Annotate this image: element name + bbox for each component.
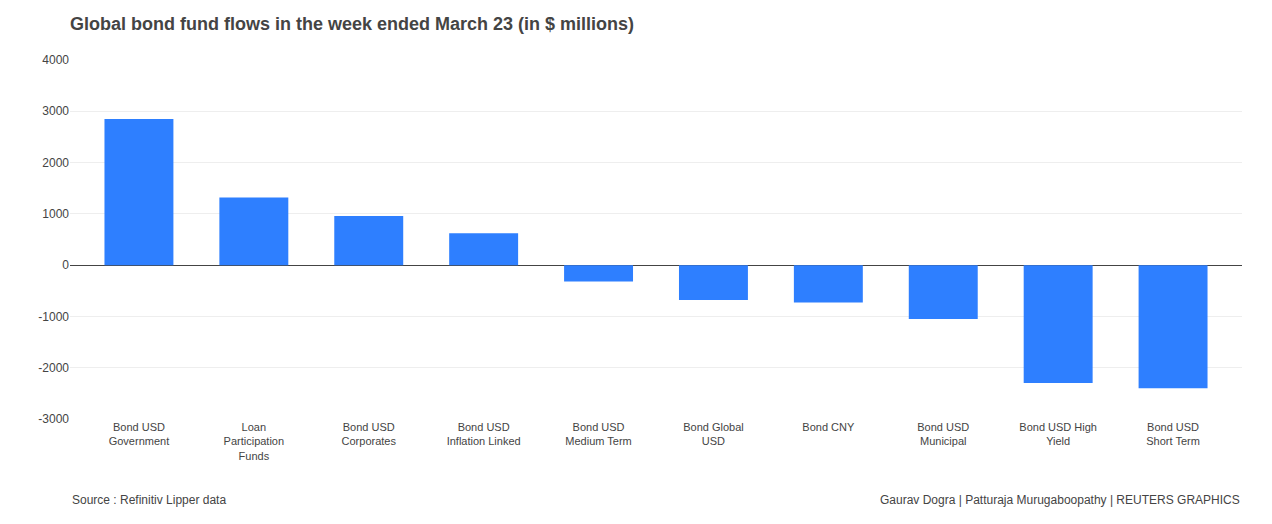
svg-text:Bond USDCorporates: Bond USDCorporates xyxy=(342,421,397,447)
svg-text:Bond USDMedium Term: Bond USDMedium Term xyxy=(565,421,631,447)
svg-text:0: 0 xyxy=(62,258,69,272)
svg-text:-3000: -3000 xyxy=(38,412,69,426)
svg-text:Bond CNY: Bond CNY xyxy=(802,421,855,433)
svg-text:Gaurav Dogra | Patturaja Murug: Gaurav Dogra | Patturaja Murugaboopathy … xyxy=(880,493,1240,507)
svg-text:Bond USDMunicipal: Bond USDMunicipal xyxy=(917,421,969,447)
svg-text:4000: 4000 xyxy=(42,53,69,67)
svg-text:Global bond fund flows in the: Global bond fund flows in the week ended… xyxy=(70,14,634,34)
svg-text:-2000: -2000 xyxy=(38,361,69,375)
svg-text:2000: 2000 xyxy=(42,156,69,170)
svg-text:Bond USD HighYield: Bond USD HighYield xyxy=(1019,421,1097,447)
svg-text:Bond USDShort Term: Bond USDShort Term xyxy=(1146,421,1200,447)
svg-text:Source : Refinitiv Lipper data: Source : Refinitiv Lipper data xyxy=(72,493,226,507)
svg-text:Bond GlobalUSD: Bond GlobalUSD xyxy=(683,421,744,447)
svg-text:LoanParticipationFunds: LoanParticipationFunds xyxy=(224,421,285,462)
svg-text:1000: 1000 xyxy=(42,207,69,221)
svg-text:Bond USDInflation Linked: Bond USDInflation Linked xyxy=(447,421,521,447)
svg-text:Bond USDGovernment: Bond USDGovernment xyxy=(109,421,170,447)
svg-text:3000: 3000 xyxy=(42,104,69,118)
svg-text:-1000: -1000 xyxy=(38,310,69,324)
